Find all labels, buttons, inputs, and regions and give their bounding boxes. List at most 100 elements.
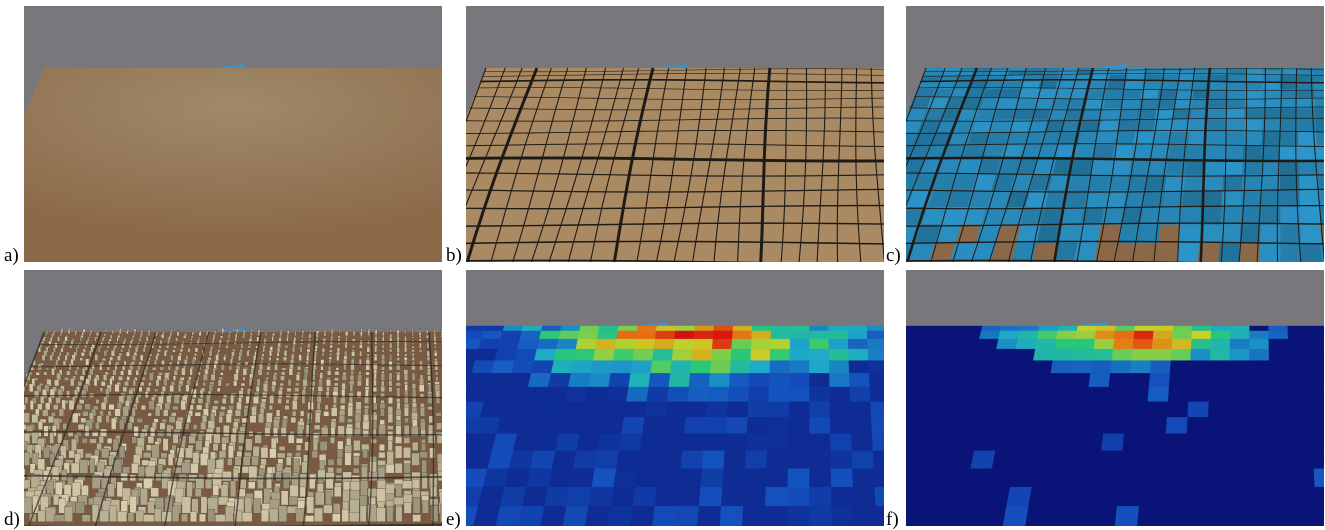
parcel	[1225, 132, 1244, 145]
panel-b-label: b)	[446, 246, 462, 265]
heatmap-cell	[1020, 417, 1044, 433]
heatmap-cell	[971, 361, 994, 374]
building	[61, 330, 63, 334]
heatmap-cell	[1250, 402, 1271, 418]
building	[263, 383, 268, 392]
building	[173, 434, 178, 443]
building	[326, 478, 333, 489]
heatmap-cell	[466, 331, 484, 339]
building	[276, 358, 279, 361]
building	[119, 446, 125, 458]
building	[144, 478, 153, 489]
heatmap-cell	[1080, 434, 1103, 451]
heatmap-cell	[560, 326, 580, 331]
heatmap-cell	[770, 349, 790, 360]
heatmap-cell	[1073, 487, 1097, 506]
heatmap-cell	[574, 349, 596, 360]
buildings-render	[24, 270, 442, 526]
heatmap-cell	[667, 387, 689, 402]
heatmap-cell	[541, 506, 567, 526]
parcel	[1203, 175, 1223, 191]
building	[197, 341, 199, 345]
heatmap-cell	[505, 469, 531, 487]
building	[337, 356, 340, 361]
building	[338, 339, 340, 342]
heatmap-cell	[1099, 451, 1122, 469]
heatmap-cell	[705, 417, 727, 433]
building	[196, 478, 204, 489]
heatmap-cell	[492, 434, 517, 451]
heatmap-cell	[1073, 349, 1094, 360]
building	[148, 333, 150, 336]
building	[146, 387, 150, 392]
heatmap-cell	[1161, 487, 1184, 506]
parcel	[1008, 70, 1026, 75]
building	[193, 424, 197, 429]
building	[360, 332, 362, 336]
heatmap-cell	[711, 349, 731, 360]
building	[157, 349, 160, 352]
building	[403, 481, 412, 489]
building	[336, 368, 339, 371]
parcel	[1001, 89, 1021, 98]
heatmap-cell	[771, 339, 791, 349]
heatmap-cell	[1188, 387, 1209, 402]
parcel	[1123, 89, 1142, 98]
building	[143, 348, 145, 352]
building	[405, 418, 409, 423]
building	[160, 423, 165, 430]
building	[243, 377, 246, 381]
building	[90, 332, 93, 334]
heatmap-cell	[1164, 451, 1186, 469]
building	[81, 390, 86, 398]
building	[154, 389, 158, 392]
heatmap-cell	[849, 361, 869, 374]
heatmap-cell	[1292, 451, 1314, 469]
building	[190, 512, 197, 522]
building	[24, 497, 32, 513]
building	[227, 458, 232, 465]
parcel	[1205, 145, 1224, 159]
building	[441, 333, 442, 336]
heatmap-cell	[872, 434, 884, 451]
heatmap-cell	[1053, 349, 1074, 360]
building	[412, 343, 414, 345]
heatmap-cell	[545, 387, 568, 402]
heatmap-cell	[1311, 417, 1324, 433]
building	[54, 380, 59, 386]
heatmap-cell	[541, 326, 561, 331]
building	[52, 467, 59, 481]
building	[240, 349, 243, 352]
heatmap-cell	[1289, 373, 1310, 387]
building	[404, 330, 406, 334]
building	[173, 376, 176, 381]
heatmap-cell	[923, 469, 949, 487]
heatmap-cell	[709, 373, 730, 387]
building	[81, 485, 88, 497]
building	[205, 479, 212, 489]
building	[412, 353, 414, 356]
building	[122, 366, 125, 370]
heatmap-cell	[683, 434, 706, 451]
building	[387, 452, 394, 466]
building	[50, 337, 52, 341]
building	[344, 365, 347, 370]
heatmap-cell	[790, 326, 809, 331]
building	[256, 386, 259, 391]
heatmap-cell	[873, 451, 884, 469]
heatmap-cell	[1315, 487, 1324, 506]
building	[283, 357, 286, 361]
heatmap-cell	[1095, 331, 1115, 339]
heatmap-cell	[1228, 434, 1249, 451]
heatmap-cell	[1185, 451, 1207, 469]
building	[97, 416, 102, 423]
heatmap-cell	[1005, 387, 1028, 402]
building	[123, 387, 127, 392]
heatmap-cell	[962, 326, 982, 331]
building	[105, 328, 107, 332]
parcel	[1072, 159, 1094, 174]
building	[326, 491, 332, 505]
building	[50, 389, 55, 398]
building	[397, 348, 400, 352]
heatmap-cell	[829, 373, 849, 387]
